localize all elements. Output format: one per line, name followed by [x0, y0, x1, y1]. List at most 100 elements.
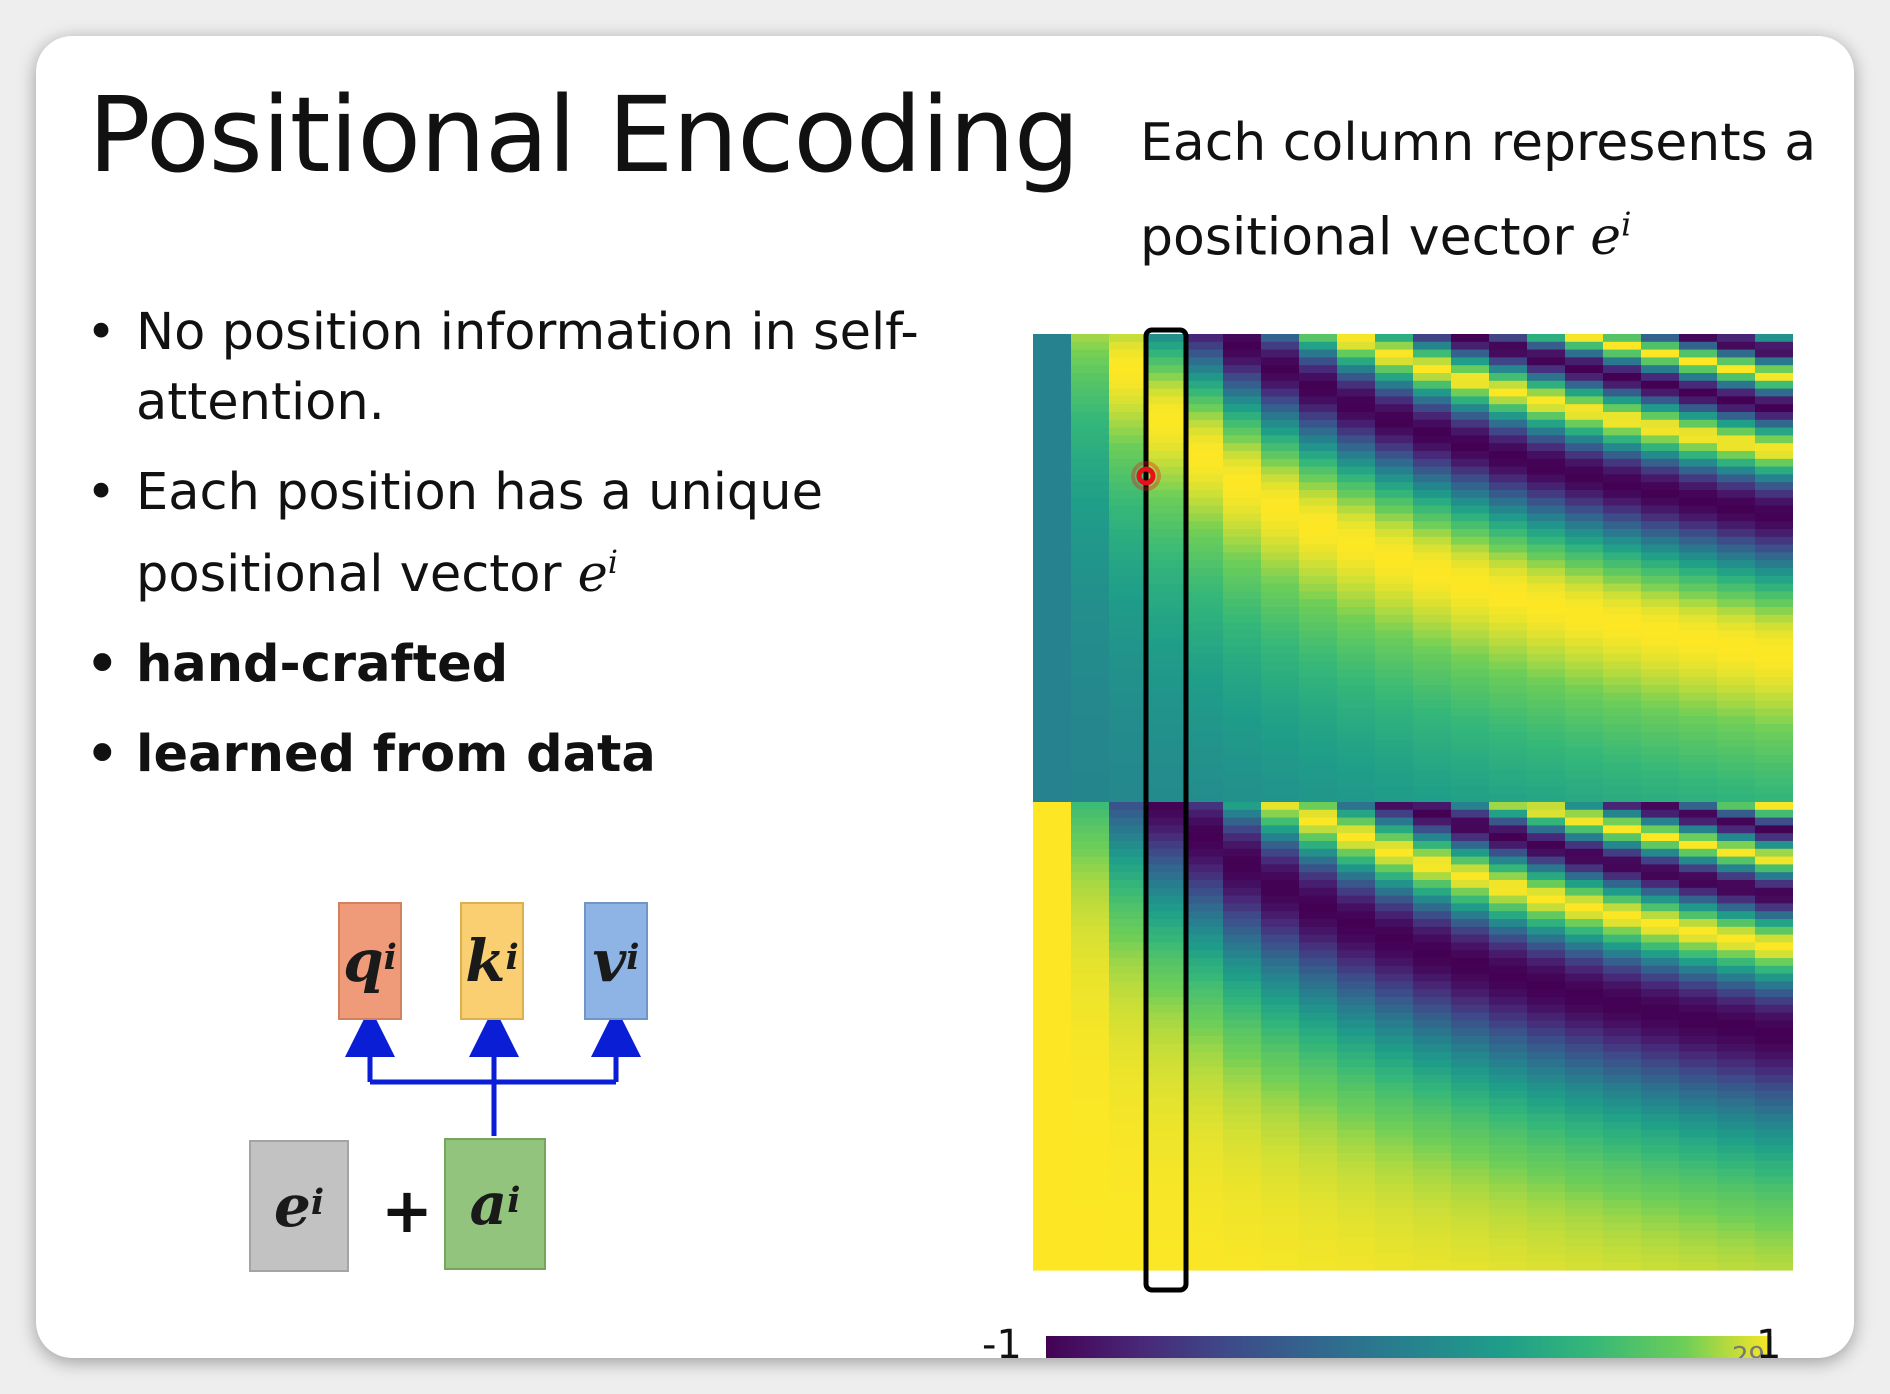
heatmap-cell [1071, 435, 1110, 444]
heatmap-cell [1071, 458, 1110, 468]
heatmap-cell [1603, 334, 1642, 343]
heatmap-cell [1565, 1231, 1604, 1240]
heatmap-cell [1603, 794, 1642, 803]
heatmap-cell [1337, 630, 1376, 639]
heatmap-cell [1147, 856, 1186, 865]
heatmap-cell [1717, 669, 1756, 678]
heatmap-cell [1375, 388, 1414, 397]
heatmap-cell [1375, 887, 1414, 897]
heatmap-cell [1375, 708, 1414, 717]
heatmap-cell [1527, 1231, 1566, 1240]
heatmap-cell [1185, 973, 1224, 982]
heatmap-cell [1299, 685, 1338, 694]
heatmap-cell [1565, 1067, 1604, 1076]
heatmap-cell [1489, 607, 1528, 616]
heatmap-cell [1565, 1145, 1604, 1154]
heatmap-cell [1033, 848, 1072, 858]
heatmap-cell [1337, 1246, 1376, 1255]
heatmap-cell [1489, 989, 1528, 998]
heatmap-cell [1755, 747, 1793, 756]
heatmap-cell [1755, 568, 1793, 577]
heatmap-cell [1451, 1246, 1490, 1255]
heatmap-cell [1185, 1067, 1224, 1076]
heatmap-cell [1527, 521, 1566, 530]
heatmap-cell [1679, 575, 1718, 585]
heatmap-cell [1185, 942, 1224, 951]
heatmap-cell [1337, 1121, 1376, 1131]
heatmap-cell [1185, 505, 1224, 514]
heatmap-cell [1413, 1004, 1452, 1014]
heatmap-cell [1337, 599, 1376, 608]
heatmap-cell [1565, 396, 1604, 405]
heatmap-cell [1071, 989, 1110, 998]
heatmap-cell [1299, 708, 1338, 717]
heatmap-cell [1261, 919, 1300, 928]
heatmap-cell [1033, 1262, 1072, 1271]
heatmap-cell [1299, 388, 1338, 397]
heatmap-cell [1223, 380, 1262, 390]
heatmap-cell [1641, 934, 1680, 943]
heatmap-cell [1413, 638, 1452, 647]
heatmap-cell [1717, 989, 1756, 998]
heatmap-cell [1641, 638, 1680, 647]
heatmap-cell [1185, 872, 1224, 881]
heatmap-cell [1299, 1207, 1338, 1216]
heatmap-cell [1033, 1246, 1072, 1255]
heatmap-cell [1261, 638, 1300, 647]
heatmap-cell [1565, 575, 1604, 585]
heatmap-cell [1261, 942, 1300, 951]
heatmap-cell [1185, 934, 1224, 943]
heatmap-cell [1755, 1129, 1793, 1138]
heatmap-cell [1033, 1168, 1072, 1177]
heatmap-cell [1527, 661, 1566, 670]
heatmap-cell [1223, 653, 1262, 663]
heatmap-cell [1679, 357, 1718, 366]
heatmap-cell [1147, 1231, 1186, 1240]
heatmap-cell [1413, 1059, 1452, 1068]
heatmap-cell [1679, 427, 1718, 436]
slide-title: Positional Encoding [88, 74, 1080, 196]
heatmap-cell [1413, 700, 1452, 709]
heatmap-cell [1109, 794, 1148, 803]
heatmap-cell [1337, 1028, 1376, 1037]
heatmap-cell [1679, 614, 1718, 624]
heatmap-cell [1565, 513, 1604, 522]
heatmap-cell [1337, 926, 1376, 936]
heatmap-cell [1261, 739, 1300, 748]
heatmap-cell [1451, 755, 1490, 764]
heatmap-cell [1337, 1207, 1376, 1216]
heatmap-cell [1375, 1059, 1414, 1068]
heatmap-cell [1261, 755, 1300, 764]
heatmap-cell [1489, 809, 1528, 819]
heatmap-cell [1565, 739, 1604, 748]
heatmap-cell [1413, 357, 1452, 366]
heatmap-cell [1223, 1246, 1262, 1255]
heatmap-cell [1337, 778, 1376, 787]
heatmap-cell [1603, 848, 1642, 858]
heatmap-cell [1109, 677, 1148, 686]
heatmap-cell [1109, 544, 1148, 553]
heatmap-cell [1489, 1176, 1528, 1185]
heatmap-cell [1375, 482, 1414, 491]
heatmap-cell [1527, 1075, 1566, 1084]
heatmap-cell [1299, 887, 1338, 897]
heatmap-cell [1147, 412, 1186, 421]
heatmap-cell [1451, 505, 1490, 514]
heatmap-cell [1489, 614, 1528, 624]
heatmap-cell [1451, 334, 1490, 343]
heatmap-cell [1223, 1184, 1262, 1193]
heatmap-cell [1375, 685, 1414, 694]
heatmap-cell [1527, 1004, 1566, 1014]
heatmap-cell [1717, 692, 1756, 702]
heatmap-cell [1299, 451, 1338, 460]
heatmap-cell [1413, 443, 1452, 452]
heatmap-cell [1717, 614, 1756, 624]
heatmap-cell [1603, 685, 1642, 694]
heatmap-cell [1755, 864, 1793, 873]
heatmap-cell [1565, 965, 1604, 975]
heatmap-cell [1185, 809, 1224, 819]
heatmap-cell [1679, 809, 1718, 819]
heatmap-cell [1603, 521, 1642, 530]
heatmap-cell [1603, 1176, 1642, 1185]
heatmap-cell [1603, 404, 1642, 413]
